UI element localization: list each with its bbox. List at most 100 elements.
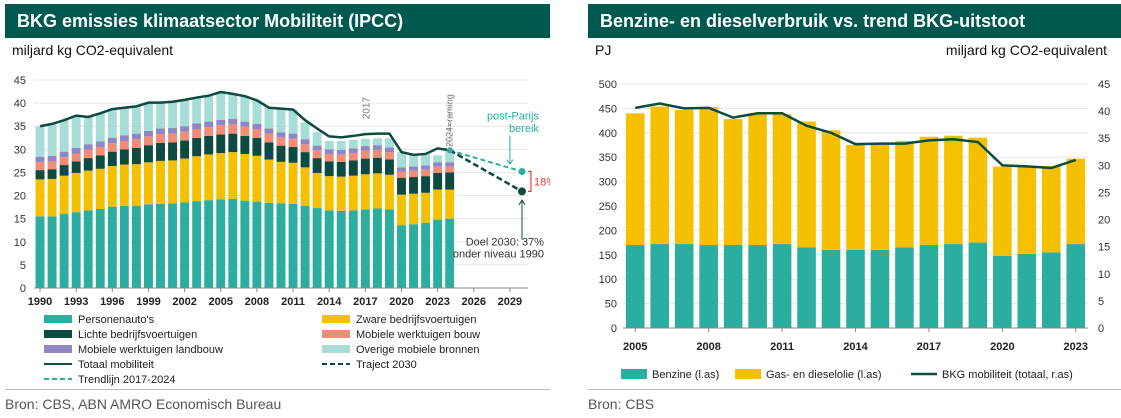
right-chart-title: Benzine- en dieselverbruik vs. trend BKG… <box>588 4 1121 38</box>
bar-lichte-bedrijfsvoertuigen <box>397 177 406 195</box>
bar-personenauto-s <box>300 205 310 288</box>
bar-mobiele-werktuigen-landbouw <box>228 118 238 125</box>
bar-zware-bedrijfsvoertuigen <box>409 193 418 225</box>
y-left-tick-label: 100 <box>599 274 617 286</box>
bar-gas-en-dieselolie-l-as <box>821 130 841 250</box>
bar-lichte-bedrijfsvoertuigen <box>131 147 141 165</box>
x-tick-label: 1999 <box>136 296 160 308</box>
x-tick-label: 2017 <box>917 341 941 353</box>
bar-overige-mobiele-bronnen <box>360 138 370 147</box>
bar-benzine-l-as <box>821 249 841 328</box>
bar-overige-mobiele-bronnen <box>409 154 418 167</box>
line-traject-2030 <box>449 149 523 193</box>
bar-mobiele-werktuigen-bouw <box>168 133 178 143</box>
bar-personenauto-s <box>288 203 298 288</box>
bar-lichte-bedrijfsvoertuigen <box>95 155 105 169</box>
legend-label-totaal-mobiliteit: Totaal mobiliteit <box>78 359 154 371</box>
bar-benzine-l-as <box>772 244 792 328</box>
bar-overige-mobiele-bronnen <box>240 96 250 122</box>
bar-lichte-bedrijfsvoertuigen <box>180 140 190 159</box>
bar-zware-bedrijfsvoertuigen <box>372 173 382 209</box>
bar-benzine-l-as <box>674 244 694 328</box>
bar-lichte-bedrijfsvoertuigen <box>264 142 274 160</box>
bar-mobiele-werktuigen-bouw <box>144 136 153 146</box>
bar-overige-mobiele-bronnen <box>421 153 431 166</box>
bar-lichte-bedrijfsvoertuigen <box>71 161 81 173</box>
bar-zware-bedrijfsvoertuigen <box>71 172 81 213</box>
bar-mobiele-werktuigen-bouw <box>107 143 117 152</box>
bar-mobiele-werktuigen-landbouw <box>156 128 165 135</box>
bar-gas-en-dieselolie-l-as <box>625 113 645 246</box>
bar-benzine-l-as <box>699 245 718 328</box>
bar-overige-mobiele-bronnen <box>59 120 69 152</box>
bar-zware-bedrijfsvoertuigen <box>192 156 202 202</box>
bar-mobiele-werktuigen-landbouw <box>168 128 178 134</box>
bar-zware-bedrijfsvoertuigen <box>228 152 238 199</box>
annotation-doel-2: onder niveau 1990 <box>453 248 544 260</box>
bar-zware-bedrijfsvoertuigen <box>180 158 190 203</box>
x-tick-label: 2014 <box>317 296 342 308</box>
bar-zware-bedrijfsvoertuigen <box>264 159 274 203</box>
bar-benzine-l-as <box>1041 252 1061 328</box>
bar-benzine-l-as <box>723 245 743 328</box>
bar-mobiele-werktuigen-bouw <box>252 128 262 138</box>
y-left-tick-label: 500 <box>599 79 617 91</box>
y-tick-label: 20 <box>14 191 26 203</box>
bar-mobiele-werktuigen-bouw <box>204 127 214 136</box>
bar-zware-bedrijfsvoertuigen <box>119 164 129 206</box>
bar-mobiele-werktuigen-bouw <box>83 149 93 159</box>
bar-overige-mobiele-bronnen <box>348 139 358 149</box>
y-left-tick-label: 0 <box>611 323 617 335</box>
bar-lichte-bedrijfsvoertuigen <box>433 172 443 190</box>
bar-zware-bedrijfsvoertuigen <box>131 164 141 206</box>
y-right-tick-label: 20 <box>1098 215 1110 227</box>
bar-benzine-l-as <box>846 249 865 328</box>
x-tick-label: 1990 <box>28 296 52 308</box>
bar-benzine-l-as <box>895 247 914 328</box>
bar-overige-mobiele-bronnen <box>228 93 238 119</box>
bar-lichte-bedrijfsvoertuigen <box>83 158 93 171</box>
doel-arrowhead <box>518 199 526 206</box>
bar-personenauto-s <box>35 216 45 288</box>
bar-personenauto-s <box>348 210 358 288</box>
bar-lichte-bedrijfsvoertuigen <box>35 170 45 180</box>
bar-zware-bedrijfsvoertuigen <box>324 176 334 211</box>
bar-overige-mobiele-bronnen <box>384 138 394 148</box>
bar-personenauto-s <box>156 203 165 288</box>
annotation-2017: 2017 <box>361 97 372 120</box>
bar-overige-mobiele-bronnen <box>71 115 81 148</box>
x-tick-label: 2020 <box>389 296 413 308</box>
y-right-tick-label: 30 <box>1098 160 1110 172</box>
bar-zware-bedrijfsvoertuigen <box>384 174 394 210</box>
bar-mobiele-werktuigen-landbouw <box>300 139 310 145</box>
bar-mobiele-werktuigen-landbouw <box>47 155 57 162</box>
y-tick-label: 30 <box>14 144 26 156</box>
bar-mobiele-werktuigen-landbouw <box>348 148 358 154</box>
bar-benzine-l-as <box>625 245 645 328</box>
x-tick-label: 2020 <box>990 341 1014 353</box>
x-tick-label: 2005 <box>623 341 647 353</box>
bar-mobiele-werktuigen-landbouw <box>204 121 214 128</box>
bar-personenauto-s <box>95 208 105 288</box>
bar-gas-en-dieselolie-l-as <box>650 106 670 245</box>
bar-personenauto-s <box>144 204 153 288</box>
annotation-raming: 2024=raming <box>445 94 455 147</box>
x-tick-label: 2011 <box>281 296 305 308</box>
bar-personenauto-s <box>192 201 202 288</box>
bar-zware-bedrijfsvoertuigen <box>397 194 406 226</box>
bar-personenauto-s <box>83 210 93 288</box>
y-tick-label: 45 <box>14 75 26 87</box>
bar-zware-bedrijfsvoertuigen <box>360 174 370 210</box>
bar-zware-bedrijfsvoertuigen <box>433 189 443 220</box>
trend-start-point <box>446 147 453 154</box>
bar-zware-bedrijfsvoertuigen <box>216 153 226 200</box>
bar-lichte-bedrijfsvoertuigen <box>216 134 226 154</box>
annotation-bereik: bereik <box>509 123 539 135</box>
bar-zware-bedrijfsvoertuigen <box>240 153 250 201</box>
y-tick-label: 5 <box>20 260 26 272</box>
bar-mobiele-werktuigen-landbouw <box>372 145 382 150</box>
bar-zware-bedrijfsvoertuigen <box>168 160 178 204</box>
right-chart-panel: Benzine- en dieselverbruik vs. trend BKG… <box>583 0 1121 418</box>
bar-overige-mobiele-bronnen <box>204 95 214 122</box>
right-source: Bron: CBS <box>588 389 1121 414</box>
